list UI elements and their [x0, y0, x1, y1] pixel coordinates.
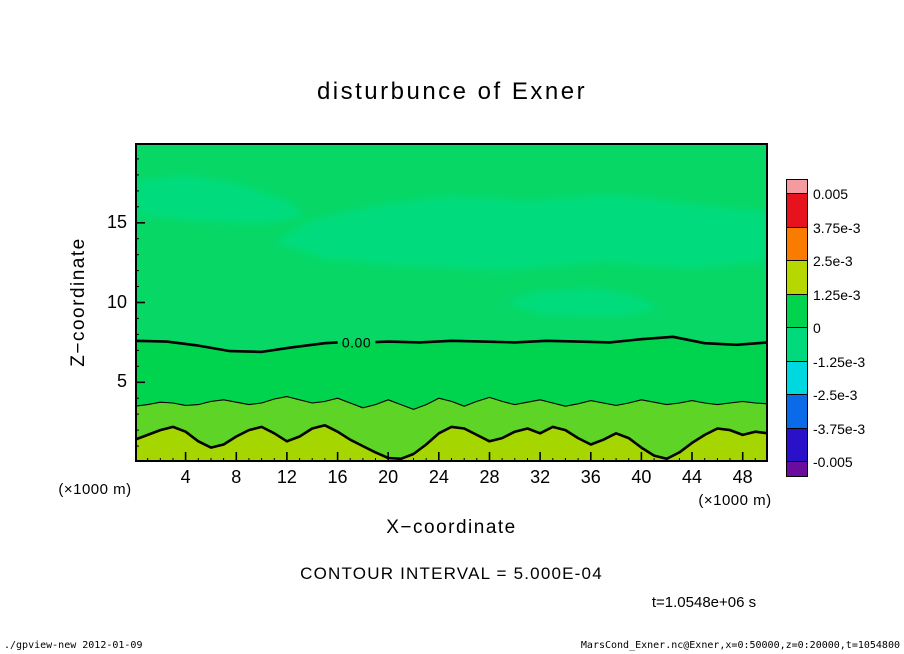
colorbar: [786, 179, 808, 477]
time-label: t=1.0548e+06 s: [651, 594, 757, 611]
x-tick-label: 12: [276, 467, 297, 487]
x-tick-label: 48: [732, 467, 753, 487]
chart-title: disturbunce of Exner: [316, 78, 588, 105]
colorbar-tick-label: 2.5e-3: [813, 253, 853, 269]
plot-area: 0.00: [135, 143, 768, 462]
colorbar-cell: [787, 328, 807, 362]
colorbar-tick-label: 3.75e-3: [813, 219, 861, 236]
colorbar-cell: [787, 294, 807, 328]
colorbar-cell: [787, 261, 807, 295]
contour-interval-label: CONTOUR INTERVAL = 5.000E-04: [300, 564, 603, 583]
x-tick-label: 24: [428, 467, 449, 487]
x-tick-label: 16: [327, 467, 348, 487]
colorbar-tick-label: 1.25e-3: [813, 286, 861, 303]
colorbar-tick-label: -2.5e-3: [813, 387, 858, 403]
x-tick-label: 36: [580, 467, 601, 487]
colorbar-cell: [787, 227, 807, 261]
colorbar-cell: [787, 180, 807, 194]
contour-lines: [135, 335, 768, 461]
colorbar-tick-label: 0.005: [813, 186, 849, 202]
y-tick-label: 15: [106, 211, 127, 232]
unit-label-right: (×1000 m): [698, 492, 772, 509]
y-tick-label: 10: [106, 291, 127, 312]
colorbar-tick-label: 0: [813, 320, 821, 336]
contour-plot-svg: 0.00: [135, 143, 768, 462]
footer-right: MarsCond_Exner.nc@Exner,x=0:50000,z=0:20…: [580, 640, 900, 651]
x-tick-label: 28: [479, 467, 500, 487]
colorbar-tick-label: -0.005: [813, 454, 853, 470]
x-tick-label: 32: [530, 467, 551, 487]
x-tick-label: 4: [180, 467, 191, 487]
zero-contour-value-label: 0.00: [342, 334, 371, 350]
colorbar-tick-label: -3.75e-3: [813, 420, 866, 437]
unit-label-left: (×1000 m): [58, 481, 132, 498]
colorbar-cell: [787, 194, 807, 228]
plot-frame: [135, 143, 768, 462]
tone-fill: 0.00: [135, 143, 768, 462]
colorbar-cell: [787, 462, 807, 476]
colorbar-cell: [787, 361, 807, 395]
x-axis-title: X−coordinate: [386, 517, 517, 538]
y-tick-label: 5: [116, 371, 127, 392]
x-tick-label: 8: [231, 467, 242, 487]
x-tick-label: 40: [631, 467, 652, 487]
colorbar-cell: [787, 395, 807, 429]
x-tick-label: 44: [682, 467, 703, 487]
colorbar-tick-label: -1.25e-3: [813, 353, 866, 370]
footer-left: ./gpview-new 2012-01-09: [4, 640, 143, 651]
colorbar-cell: [787, 428, 807, 462]
x-tick-label: 20: [378, 467, 399, 487]
